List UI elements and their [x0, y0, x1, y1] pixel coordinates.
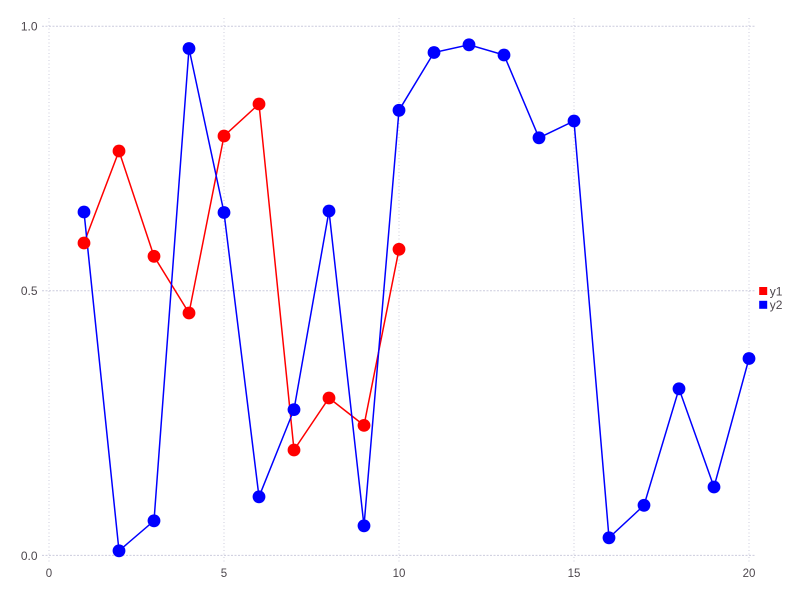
svg-text:0.5: 0.5 [21, 284, 38, 298]
svg-text:15: 15 [568, 568, 581, 580]
svg-text:y2: y2 [770, 298, 783, 312]
svg-text:y1: y1 [770, 284, 783, 298]
svg-text:0.0: 0.0 [21, 549, 38, 563]
svg-text:0: 0 [46, 568, 52, 580]
svg-text:10: 10 [393, 568, 406, 580]
svg-text:1.0: 1.0 [21, 20, 38, 34]
svg-text:20: 20 [743, 568, 756, 580]
svg-text:5: 5 [221, 568, 227, 580]
